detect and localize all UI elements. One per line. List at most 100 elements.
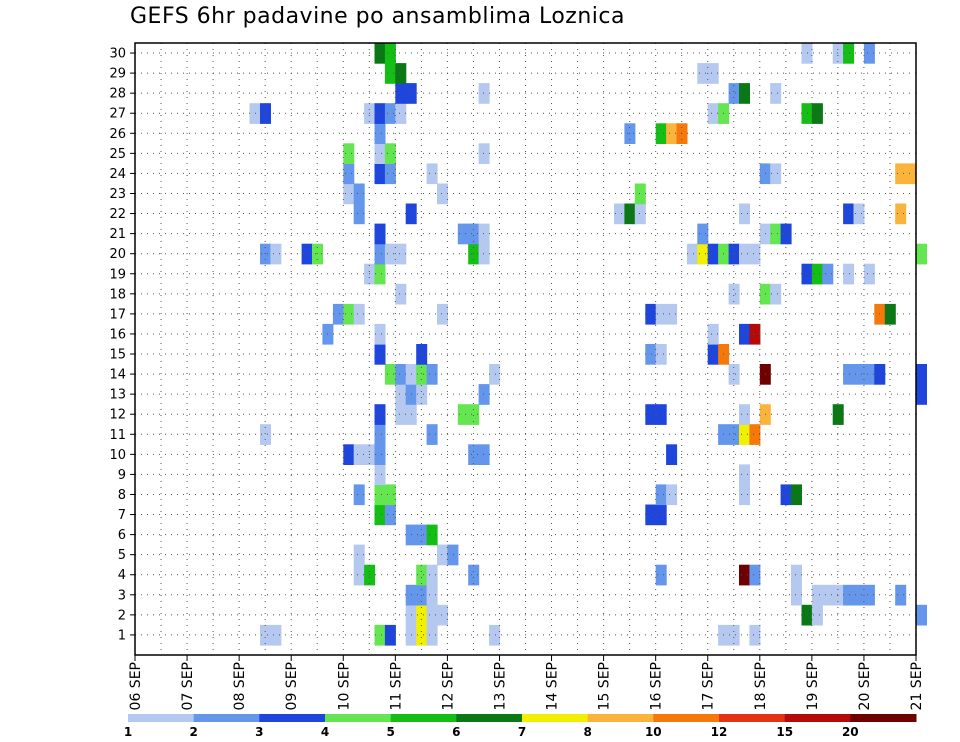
- heatmap-cell: [426, 364, 438, 385]
- heatmap-cell: [822, 263, 834, 285]
- colorbar-label: 2: [190, 725, 198, 739]
- heatmap-cell: [384, 624, 396, 646]
- heatmap-cell: [843, 364, 855, 385]
- heatmap-cell: [863, 584, 875, 606]
- heatmap-cell: [374, 404, 386, 425]
- heatmap-cell: [863, 43, 875, 64]
- heatmap-cell: [739, 564, 750, 586]
- x-tick-label: 21 SEP: [909, 662, 925, 710]
- y-tick-label: 8: [118, 488, 126, 503]
- y-tick-label: 9: [118, 468, 126, 483]
- heatmap-cell: [728, 364, 740, 385]
- heatmap-cell: [728, 243, 740, 265]
- heatmap-cell: [666, 303, 678, 325]
- heatmap-cell: [270, 243, 282, 265]
- heatmap-cell: [728, 83, 740, 104]
- colorbar-label: 7: [518, 725, 526, 739]
- heatmap-cell: [468, 243, 480, 265]
- y-tick-label: 26: [109, 127, 126, 142]
- y-tick-label: 13: [109, 388, 126, 403]
- colorbar-label: 6: [452, 725, 460, 739]
- y-tick-label: 30: [109, 47, 126, 62]
- heatmap-cell: [749, 243, 761, 265]
- colorbar: 1 2 3 4 5 6 7 8 10 12 15 20: [124, 714, 917, 739]
- heatmap-cell: [739, 243, 750, 265]
- heatmap-cell: [416, 564, 428, 586]
- heatmap-cell: [426, 424, 438, 445]
- heatmap-cell: [426, 163, 438, 185]
- y-tick-label: 28: [109, 87, 126, 102]
- heatmap-cell: [332, 303, 344, 325]
- colorbar-swatch: [193, 714, 260, 722]
- heatmap-cell: [770, 83, 782, 104]
- heatmap-cell: [728, 283, 740, 305]
- heatmap-cell: [478, 243, 490, 265]
- heatmap-cell: [832, 43, 844, 64]
- heatmap-cell: [749, 564, 761, 586]
- y-tick-label: 23: [109, 187, 126, 202]
- colorbar-swatch: [850, 714, 917, 722]
- heatmap-cell: [353, 564, 365, 586]
- heatmap-cell: [374, 464, 386, 486]
- colorbar-label: 3: [255, 725, 263, 739]
- heatmap-cell: [312, 243, 323, 265]
- heatmap-cell: [384, 364, 396, 385]
- heatmap-cell: [395, 364, 407, 385]
- heatmap-cell: [916, 243, 927, 265]
- heatmap-cell: [343, 183, 355, 205]
- y-tick-label: 25: [109, 147, 126, 162]
- heatmap-cell: [739, 404, 750, 425]
- heatmap-cell: [666, 484, 678, 506]
- heatmap-cell: [791, 564, 802, 586]
- heatmap-cell: [843, 203, 855, 225]
- heatmap-cell: [353, 484, 365, 506]
- heatmap-cell: [416, 604, 428, 626]
- y-tick-label: 29: [109, 67, 126, 82]
- x-tick-label: 10 SEP: [336, 662, 352, 710]
- heatmap-cell: [655, 404, 667, 425]
- y-tick-label: 2: [118, 608, 126, 623]
- heatmap-cell: [468, 223, 480, 245]
- x-tick-label: 14 SEP: [545, 662, 561, 710]
- heatmap-cell: [739, 83, 750, 104]
- heatmap-cell: [811, 263, 823, 285]
- heatmap-cell: [666, 123, 678, 144]
- heatmap-cell: [260, 624, 271, 646]
- heatmap-cell: [384, 143, 396, 164]
- heatmap-cell: [395, 283, 407, 305]
- heatmap-cell: [697, 243, 709, 265]
- heatmap-cell: [811, 604, 823, 626]
- heatmap-cell: [916, 384, 927, 405]
- heatmap-cell: [260, 424, 271, 445]
- y-tick-label: 19: [109, 267, 126, 282]
- heatmap-cell: [374, 143, 386, 164]
- x-tick-label: 19 SEP: [805, 662, 821, 710]
- heatmap-cell: [374, 424, 386, 445]
- y-tick-label: 22: [109, 207, 126, 222]
- y-tick-label: 5: [118, 548, 126, 563]
- heatmap-cell: [395, 384, 407, 405]
- colorbar-swatch: [784, 714, 851, 722]
- heatmap-cell: [384, 63, 396, 84]
- heatmap-cell: [395, 83, 407, 104]
- x-tick-label: 15 SEP: [597, 662, 613, 710]
- colorbar-swatch: [390, 714, 457, 722]
- heatmap-cell: [437, 604, 448, 626]
- y-tick-label: 20: [109, 247, 126, 262]
- heatmap-cell: [707, 243, 719, 265]
- heatmap-cell: [843, 43, 855, 64]
- heatmap-cell: [916, 364, 927, 385]
- heatmap-cell: [374, 163, 386, 185]
- heatmap-cell: [489, 624, 501, 646]
- heatmap-cell: [395, 103, 407, 124]
- heatmap-cell: [634, 183, 646, 205]
- colorbar-swatch: [587, 714, 654, 722]
- heatmap-cell: [749, 624, 761, 646]
- heatmap-cell: [707, 344, 719, 365]
- heatmap-cell: [416, 344, 428, 365]
- heatmap-cell: [478, 223, 490, 245]
- heatmap-cell: [770, 223, 782, 245]
- heatmap-cell: [416, 624, 428, 646]
- heatmap-cell: [260, 103, 271, 124]
- heatmap-cell: [697, 223, 709, 245]
